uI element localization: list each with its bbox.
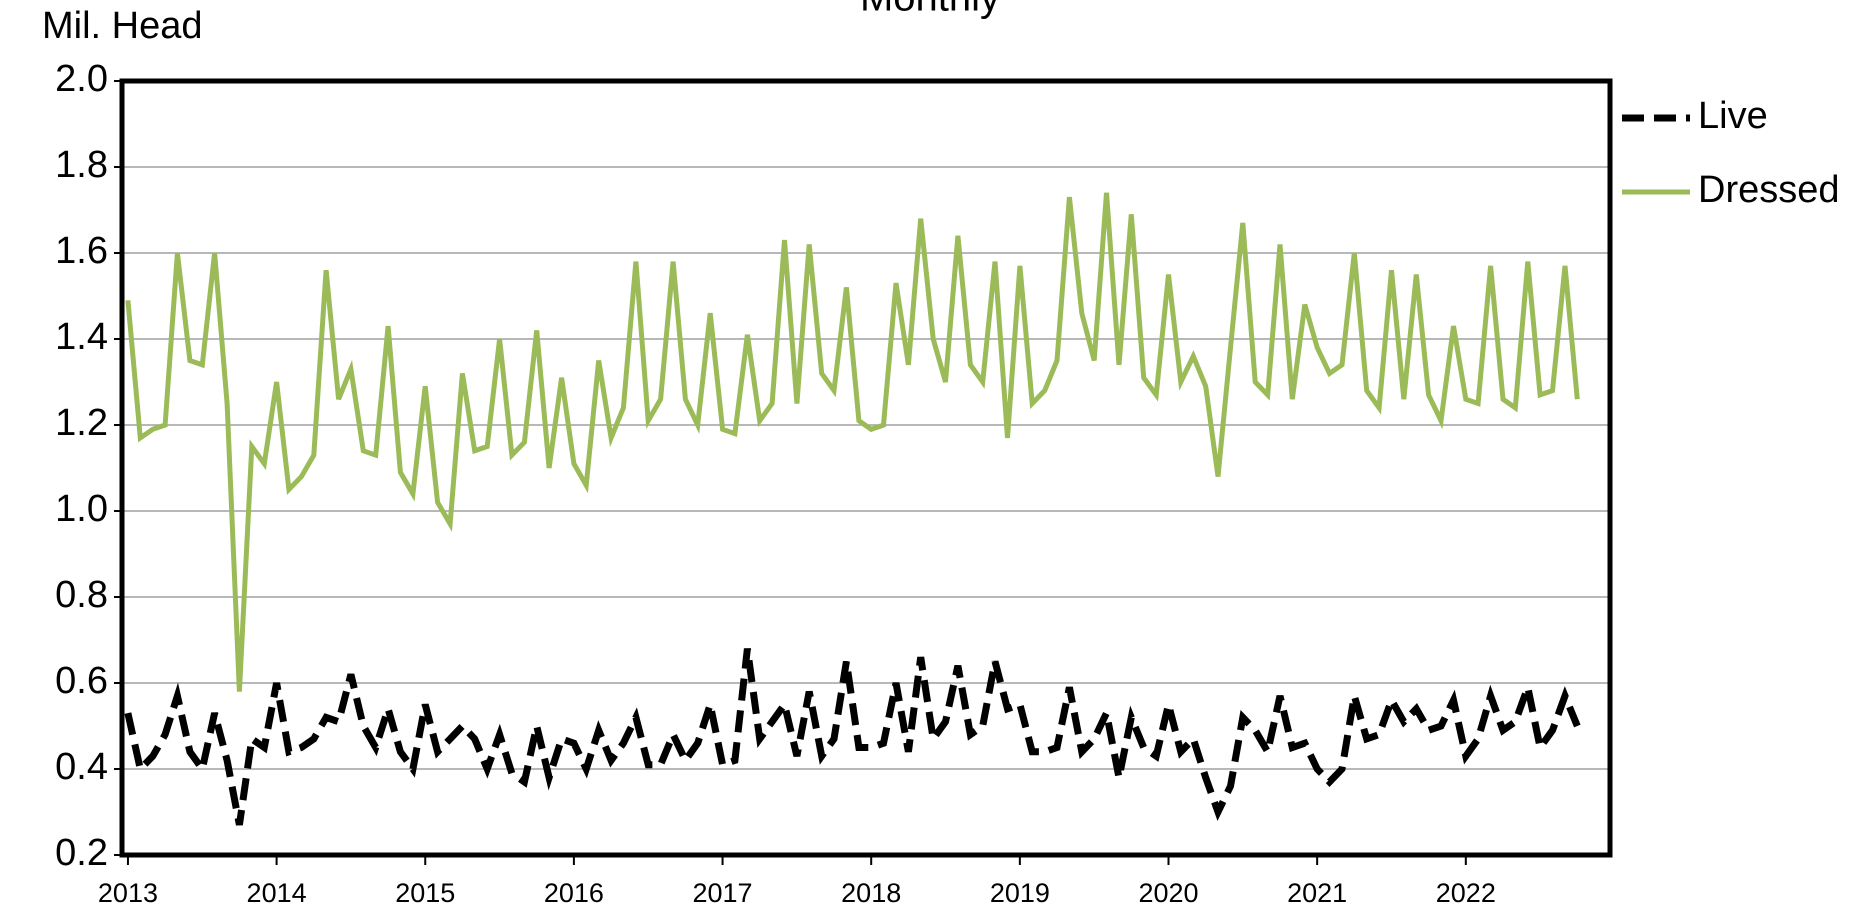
- y-tick-label: 1.2: [55, 402, 108, 444]
- legend-label: Dressed: [1698, 169, 1840, 211]
- x-tick-label: 2018: [841, 878, 901, 907]
- x-tick-label: 2014: [247, 878, 307, 907]
- x-tick-label: 2017: [693, 878, 753, 907]
- x-tick-label: 2019: [990, 878, 1050, 907]
- y-tick-label: 1.0: [55, 488, 108, 530]
- y-tick-label: 0.4: [55, 746, 108, 788]
- x-tick-label: 2020: [1138, 878, 1198, 907]
- x-tick-label: 2015: [395, 878, 455, 907]
- x-tick-label: 2013: [98, 878, 158, 907]
- y-tick-label: 1.6: [55, 230, 108, 272]
- x-tick-label: 2022: [1436, 878, 1496, 907]
- plot-border: [119, 78, 1613, 858]
- y-tick-label: 0.2: [55, 832, 108, 874]
- y-tick-label: 1.8: [55, 144, 108, 186]
- y-tick-label: 0.6: [55, 660, 108, 702]
- legend-label: Live: [1698, 95, 1768, 137]
- x-tick-label: 2016: [544, 878, 604, 907]
- x-tick-label: 2021: [1287, 878, 1347, 907]
- y-tick-label: 2.0: [55, 58, 108, 100]
- y-tick-label: 1.4: [55, 316, 108, 358]
- y-tick-label: 0.8: [55, 574, 108, 616]
- line-series: [125, 192, 1580, 692]
- line-series: [124, 648, 1581, 826]
- y-axis-label: Mil. Head: [42, 5, 203, 47]
- chart-title: Monthly: [860, 0, 1000, 20]
